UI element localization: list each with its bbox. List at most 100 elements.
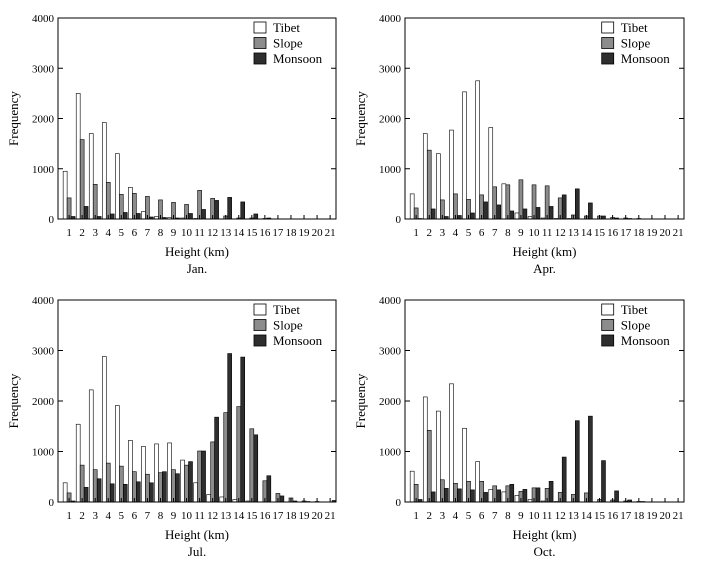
bar-tibet-5 <box>462 427 467 503</box>
bar-monsoon-5 <box>122 484 128 503</box>
bar-monsoon-7 <box>149 482 154 503</box>
x-tick-label: 17 <box>620 227 632 239</box>
x-tick-label: 8 <box>158 510 164 522</box>
bar-slope-2 <box>426 429 432 503</box>
x-tick-label: 11 <box>542 510 553 522</box>
legend-label-tibet: Tibet <box>273 20 300 35</box>
bar-monsoon-10 <box>188 461 193 503</box>
x-tick-label: 10 <box>529 227 541 239</box>
bar-monsoon-4 <box>109 483 115 503</box>
bar-monsoon-14 <box>588 415 593 503</box>
bar-slope-10 <box>531 184 537 220</box>
legend-swatch-tibet <box>601 303 615 316</box>
x-tick-label: 16 <box>259 510 271 522</box>
x-tick-label: 7 <box>145 227 151 239</box>
x-tick-label: 21 <box>325 510 336 522</box>
x-tick-label: 13 <box>220 510 232 522</box>
bar-tibet-5 <box>462 91 467 220</box>
x-tick-label: 12 <box>555 510 566 522</box>
bar-tibet-13 <box>219 496 225 503</box>
bar-tibet-4 <box>449 383 454 503</box>
y-axis-label: Frequency <box>353 91 368 146</box>
x-tick-label: 15 <box>594 227 606 239</box>
bar-monsoon-8 <box>509 210 515 220</box>
x-tick-label: 7 <box>492 510 498 522</box>
bar-monsoon-11 <box>201 209 206 220</box>
bar-monsoon-14 <box>588 202 593 220</box>
x-tick-label: 7 <box>145 510 151 522</box>
legend-swatch-tibet <box>253 303 267 316</box>
y-axis-label: Frequency <box>353 373 368 428</box>
bar-tibet-2 <box>422 396 428 503</box>
bar-slope-4 <box>105 462 111 503</box>
bar-monsoon-4 <box>457 215 462 220</box>
bar-slope-8 <box>158 472 163 503</box>
bar-monsoon-9 <box>522 489 528 503</box>
bar-monsoon-5 <box>122 212 128 220</box>
y-tick-label: 0 <box>49 214 55 226</box>
x-tick-label: 11 <box>542 227 553 239</box>
y-tick-label: 0 <box>396 214 402 226</box>
x-axis-label: Height (km) <box>165 244 229 259</box>
x-tick-label: 8 <box>505 510 511 522</box>
bar-monsoon-2 <box>83 487 89 503</box>
bar-slope-3 <box>92 184 98 220</box>
bar-slope-11 <box>544 185 550 220</box>
x-tick-label: 8 <box>505 227 511 239</box>
legend-swatch-tibet <box>601 21 615 34</box>
y-tick-label: 1000 <box>379 164 402 176</box>
bar-monsoon-15 <box>601 460 606 503</box>
legend-label-tibet: Tibet <box>621 302 648 317</box>
x-tick-label: 12 <box>207 510 218 522</box>
x-tick-label: 3 <box>440 227 446 239</box>
x-tick-label: 14 <box>581 227 593 239</box>
legend-swatch-monsoon <box>601 334 615 347</box>
x-tick-label: 20 <box>312 227 324 239</box>
x-tick-label: 2 <box>426 510 432 522</box>
x-tick-label: 1 <box>413 227 419 239</box>
x-tick-label: 9 <box>171 510 177 522</box>
bar-slope-8 <box>505 184 511 220</box>
bar-monsoon-13 <box>227 197 232 220</box>
x-tick-label: 18 <box>285 227 297 239</box>
bar-tibet-7 <box>141 211 146 220</box>
x-tick-label: 11 <box>194 510 205 522</box>
legend-swatch-tibet <box>253 21 267 34</box>
bar-tibet-8 <box>154 443 159 503</box>
bar-tibet-3 <box>436 410 441 503</box>
bar-monsoon-5 <box>470 212 475 220</box>
y-tick-label: 2000 <box>32 114 55 126</box>
x-tick-label: 14 <box>233 510 245 522</box>
x-tick-label: 18 <box>633 510 645 522</box>
x-tick-label: 4 <box>453 227 459 239</box>
bar-tibet-9 <box>514 212 520 220</box>
bar-tibet-6 <box>128 187 133 220</box>
bar-monsoon-6 <box>136 213 141 220</box>
bar-tibet-6 <box>475 461 480 503</box>
bar-tibet-2 <box>75 93 81 220</box>
y-tick-label: 3000 <box>379 346 402 358</box>
bar-tibet-1 <box>409 470 415 503</box>
bar-monsoon-5 <box>470 489 475 503</box>
y-tick-label: 2000 <box>379 396 402 408</box>
bar-monsoon-3 <box>96 478 102 503</box>
legend-swatch-monsoon <box>253 334 267 347</box>
bar-slope-12 <box>210 441 215 503</box>
bar-tibet-3 <box>436 153 441 220</box>
bar-tibet-4 <box>449 129 454 220</box>
x-tick-label: 3 <box>92 510 98 522</box>
bar-monsoon-3 <box>444 488 449 503</box>
y-tick-label: 3000 <box>32 63 55 75</box>
bar-slope-7 <box>492 186 498 220</box>
bar-monsoon-15 <box>253 213 259 220</box>
y-tick-label: 4000 <box>32 13 55 25</box>
bar-monsoon-2 <box>430 491 436 503</box>
bar-monsoon-16 <box>266 475 272 503</box>
x-tick-label: 2 <box>426 227 432 239</box>
legend-label-slope: Slope <box>273 36 303 51</box>
bar-monsoon-15 <box>253 434 259 503</box>
x-tick-label: 10 <box>181 510 193 522</box>
legend-label-slope: Slope <box>621 36 651 51</box>
